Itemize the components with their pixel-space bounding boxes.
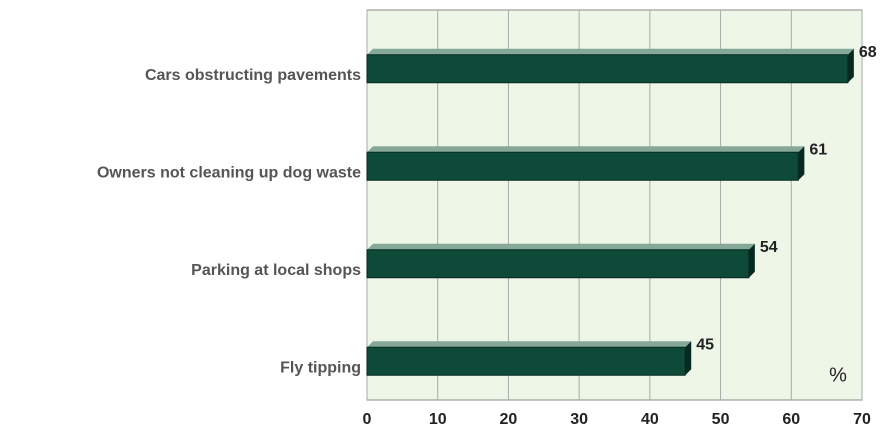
data-label: 61	[809, 141, 827, 158]
bar-top	[367, 48, 854, 55]
y-tick-label: Cars obstructing pavements	[145, 67, 361, 84]
data-label: 54	[760, 239, 778, 256]
bar	[366, 151, 799, 181]
bar-top	[367, 146, 805, 153]
bar-side	[685, 341, 692, 376]
data-label: 45	[696, 336, 714, 353]
x-tick-label: 40	[641, 411, 659, 428]
data-label: 68	[859, 44, 877, 61]
x-tick-label: 0	[363, 411, 372, 428]
x-tick-label: 10	[429, 411, 447, 428]
y-tick-label: Owners not cleaning up dog waste	[97, 164, 361, 181]
bar-side	[847, 48, 854, 83]
x-tick-label: 60	[782, 411, 800, 428]
bar-top	[367, 341, 692, 348]
x-tick-label: 30	[570, 411, 588, 428]
x-tick-label: 70	[853, 411, 871, 428]
bar	[366, 346, 686, 376]
bar	[366, 54, 849, 84]
bar-top	[367, 243, 755, 250]
x-tick-label: 20	[500, 411, 518, 428]
bar	[366, 249, 750, 279]
bar-side	[798, 146, 805, 181]
x-tick-label: 50	[712, 411, 730, 428]
unit-annotation: %	[829, 364, 847, 386]
y-tick-label: Fly tipping	[280, 359, 361, 376]
y-tick-label: Parking at local shops	[191, 262, 361, 279]
bar-side	[748, 243, 755, 278]
marks	[366, 48, 854, 376]
